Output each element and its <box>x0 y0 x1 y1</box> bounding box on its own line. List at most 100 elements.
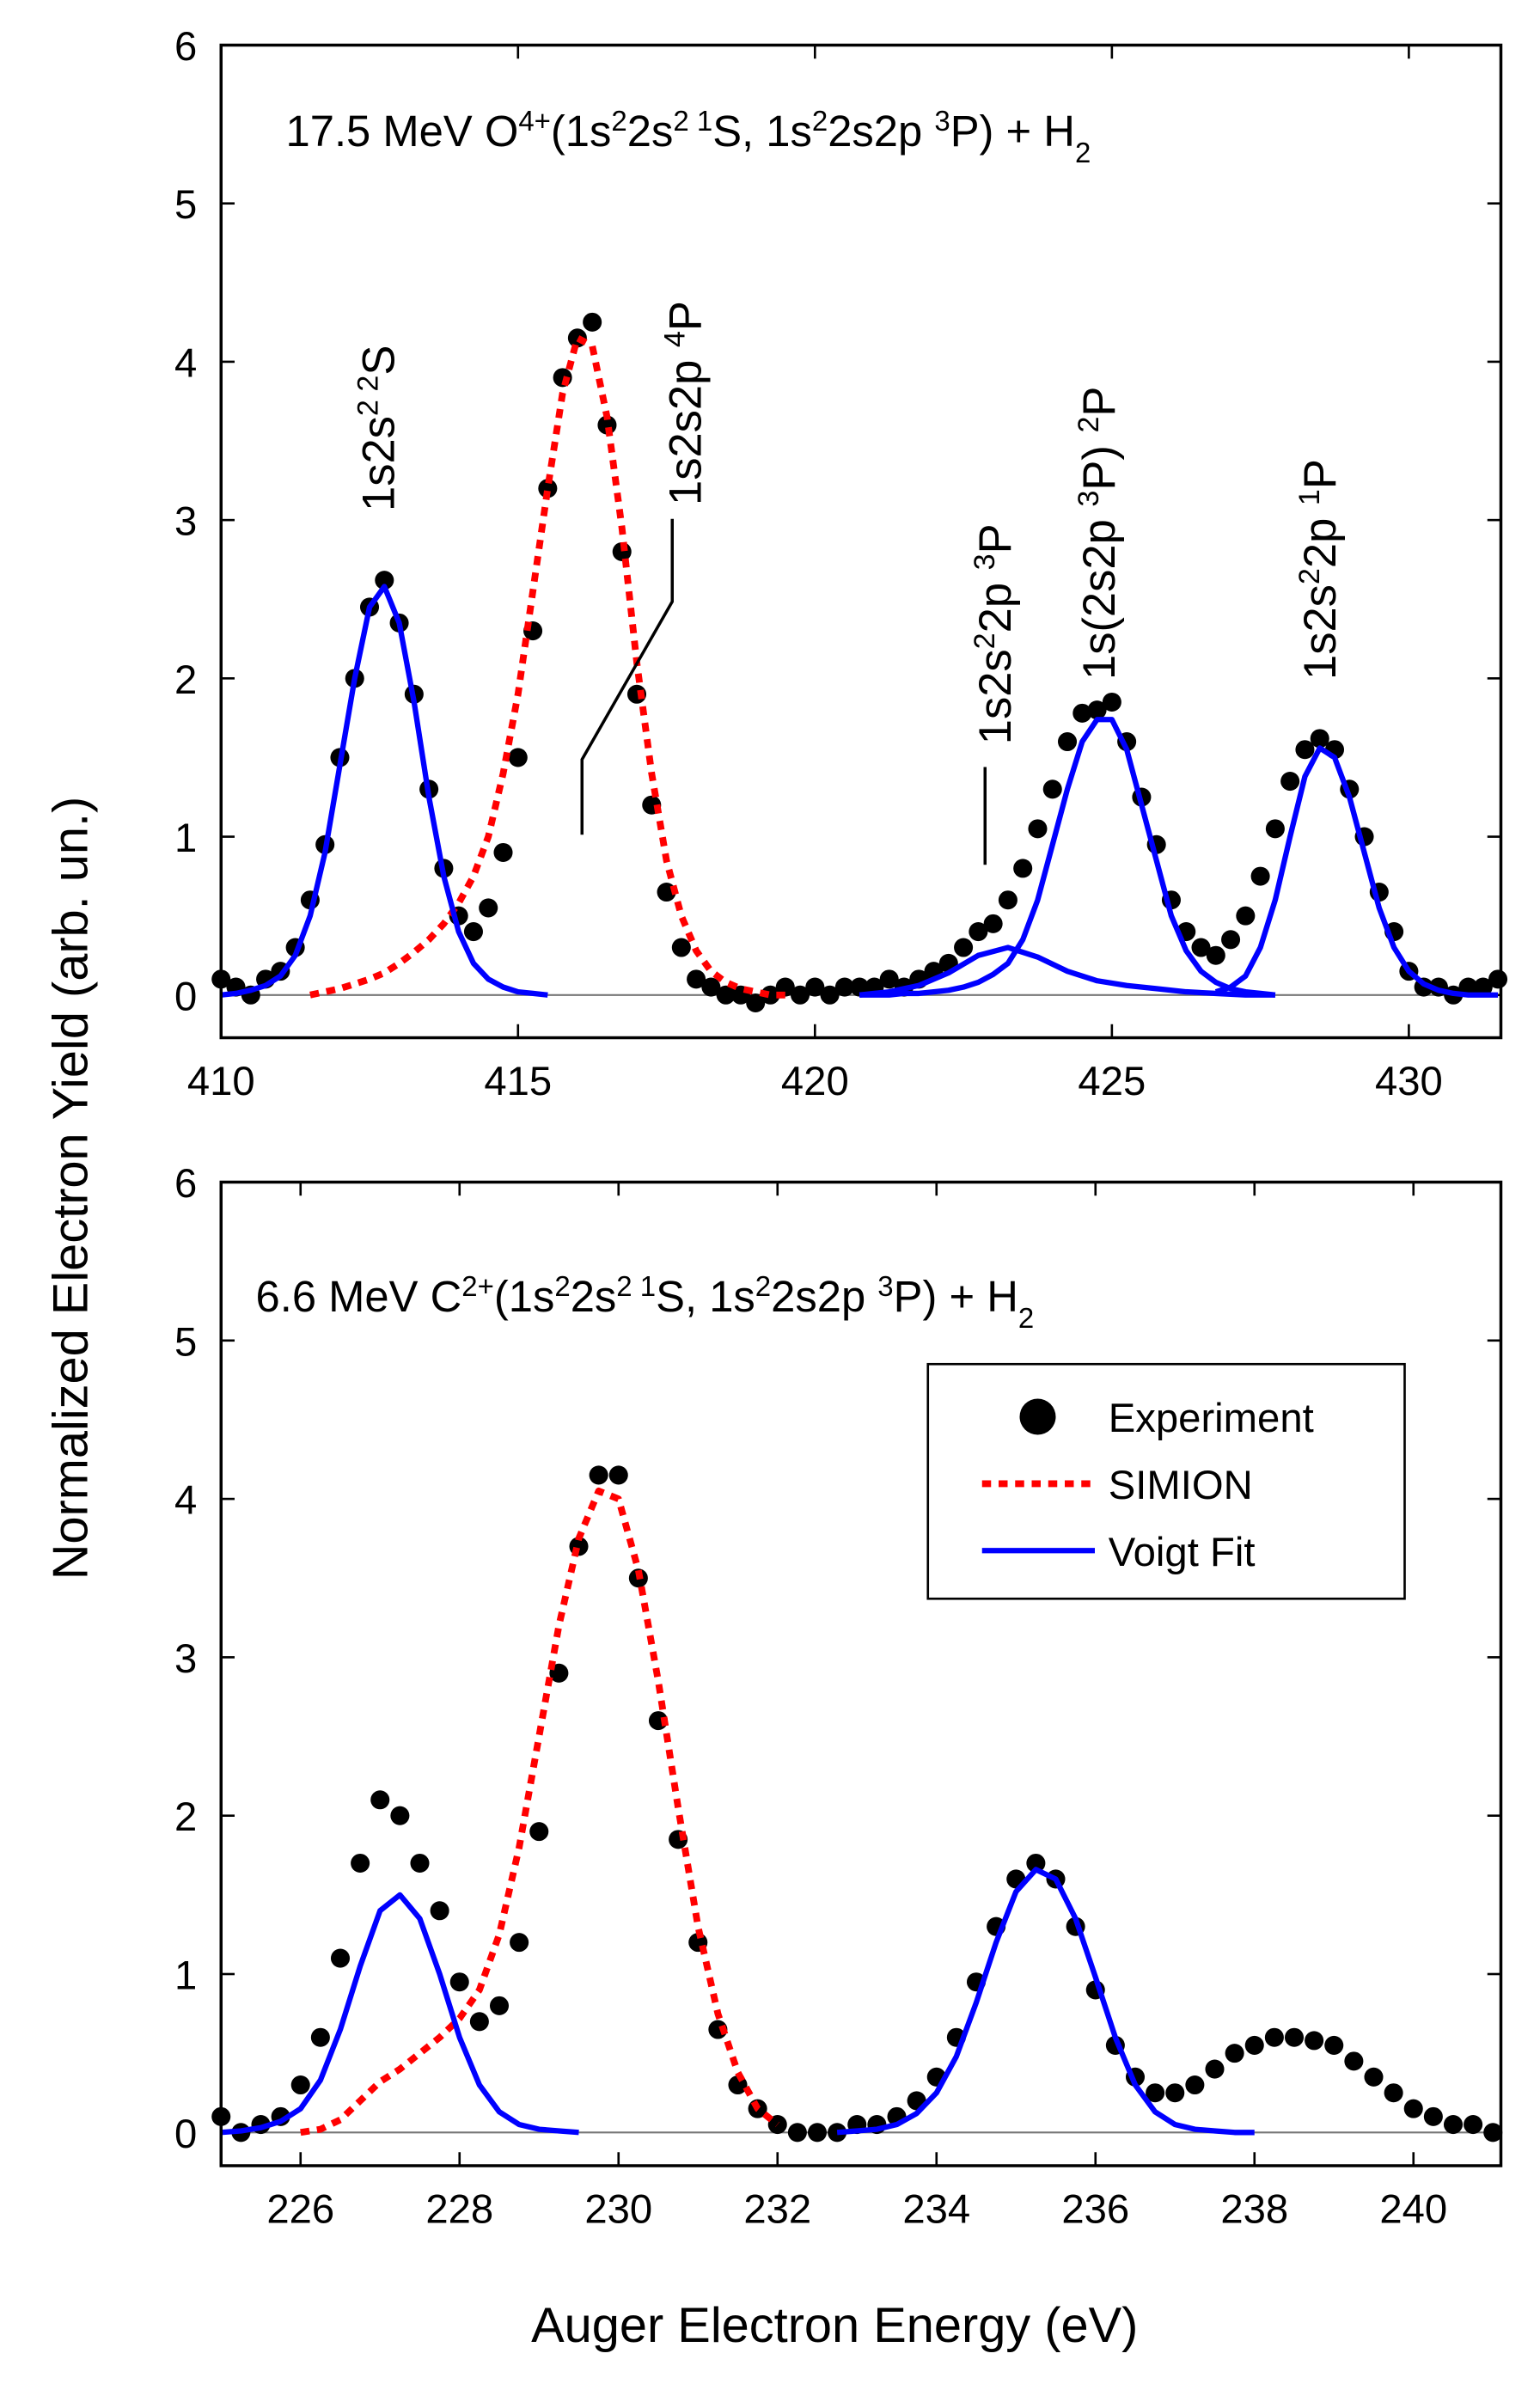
fit-line <box>859 717 1276 998</box>
x-tick-label: 226 <box>266 2187 334 2233</box>
x-axis-label: Auger Electron Energy (eV) <box>531 2298 1138 2353</box>
text-part: P <box>1074 387 1125 417</box>
text-part: P) + H <box>950 107 1075 156</box>
data-point <box>1344 2051 1364 2071</box>
data-point <box>1165 2083 1185 2103</box>
data-point <box>761 985 780 1005</box>
y-tick-label: 5 <box>174 182 197 228</box>
text-part: 2p <box>1295 505 1346 568</box>
text-part: P <box>1295 459 1346 489</box>
text-part: 3 <box>877 1270 893 1302</box>
data-point <box>807 2123 828 2143</box>
text-part: 2s <box>627 107 674 156</box>
data-point <box>1072 703 1092 723</box>
data-point <box>1384 2083 1403 2103</box>
x-tick-label: 425 <box>1078 1059 1146 1104</box>
data-point <box>390 1806 410 1825</box>
text-part: 3 <box>1072 491 1105 507</box>
data-point <box>716 985 736 1005</box>
leader-line <box>580 518 674 835</box>
text-part: 2 <box>1293 568 1326 584</box>
text-part: 2 <box>1072 417 1105 433</box>
x-tick-label: 410 <box>187 1059 255 1104</box>
text-part: P) + H <box>894 1272 1018 1321</box>
x-tick-label: 228 <box>425 2187 493 2233</box>
y-tick-label: 2 <box>174 1794 197 1840</box>
data-point <box>1087 700 1107 720</box>
fit-line <box>836 1867 1255 2136</box>
text-part: 2 <box>969 633 1001 649</box>
x-tick-label: 234 <box>902 2187 970 2233</box>
y-tick-label: 0 <box>174 974 197 1019</box>
text-part: 2 <box>611 104 626 136</box>
peak-label: 1s2s2 2S <box>352 345 405 511</box>
text-part: 1s2s <box>970 649 1021 744</box>
data-point <box>687 969 706 989</box>
data-point <box>493 842 513 863</box>
legend-marker <box>1019 1398 1056 1435</box>
text-part: P <box>661 301 712 331</box>
data-point <box>489 1996 510 2015</box>
x-tick-label: 240 <box>1379 2187 1447 2233</box>
y-tick-label: 5 <box>174 1319 197 1365</box>
x-tick-label: 236 <box>1061 2187 1129 2233</box>
data-point <box>701 977 721 997</box>
data-point <box>479 898 498 918</box>
text-part: 17.5 MeV O <box>286 107 519 156</box>
fit-line <box>221 1892 579 2136</box>
text-part: 2p <box>970 570 1021 633</box>
x-tick-label: 232 <box>743 2187 811 2233</box>
text-part: 3 <box>934 104 950 136</box>
data-point <box>834 977 854 997</box>
text-part: 2s2p <box>771 1272 877 1321</box>
data-point <box>1221 930 1241 950</box>
data-point <box>375 571 394 590</box>
data-point <box>1473 977 1493 997</box>
text-part: 2s2p <box>828 107 934 156</box>
data-point <box>1028 819 1048 839</box>
data-point <box>1013 859 1033 878</box>
panel-title: 6.6 MeV C2+(1s22s2 1S, 1s22s2p 3P) + H2 <box>256 1270 1035 1334</box>
data-point <box>410 1853 430 1874</box>
data-point <box>1205 2059 1225 2079</box>
fit-line <box>859 944 1275 998</box>
data-point <box>1250 866 1270 886</box>
text-part: 2 <box>812 104 828 136</box>
text-part: 1s2s <box>354 416 405 511</box>
text-part: P <box>970 523 1021 553</box>
text-part: 2 2 <box>352 376 385 416</box>
data-point <box>791 985 810 1005</box>
text-part: 2 <box>1018 1302 1034 1334</box>
text-part: P) <box>1074 433 1125 491</box>
data-point <box>1185 2075 1205 2095</box>
data-point <box>1225 2044 1244 2063</box>
data-point <box>1102 692 1121 712</box>
y-axis-label: Normalized Electron Yield (arb. un.) <box>44 797 99 1580</box>
y-tick-label: 4 <box>174 340 197 386</box>
legend-label: SIMION <box>1109 1463 1253 1508</box>
data-point <box>1423 2106 1443 2126</box>
data-point <box>1191 938 1211 957</box>
data-point <box>290 2075 310 2095</box>
data-point <box>469 2012 489 2032</box>
data-point <box>538 479 558 498</box>
text-part: 3 <box>969 553 1001 570</box>
y-tick-label: 0 <box>174 2112 197 2157</box>
text-part: 2s <box>571 1272 617 1321</box>
text-part: 2 <box>755 1270 771 1302</box>
text-part: (1s <box>494 1272 555 1321</box>
data-point <box>998 890 1018 910</box>
data-point <box>1206 945 1225 965</box>
data-point <box>330 1948 351 1968</box>
panel-title: 17.5 MeV O4+(1s22s2 1S, 1s22s2p 3P) + H2 <box>286 104 1091 168</box>
data-point <box>879 969 899 989</box>
text-part: (1s <box>551 107 612 156</box>
y-tick-label: 2 <box>174 657 197 703</box>
data-point <box>1295 740 1315 760</box>
y-tick-label: 3 <box>174 499 197 545</box>
peak-label: 1s(2s2p 3P) 2P <box>1072 387 1125 680</box>
y-tick-label: 4 <box>174 1478 197 1524</box>
y-tick-label: 1 <box>174 816 197 861</box>
data-point <box>510 1933 529 1953</box>
